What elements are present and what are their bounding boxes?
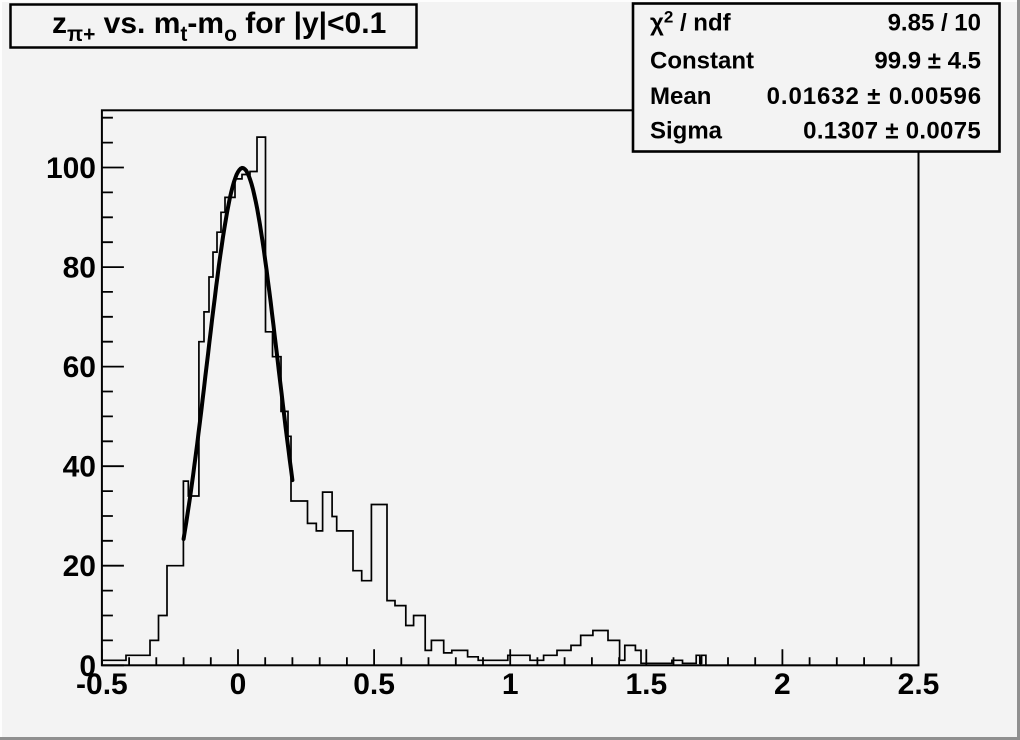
svg-text:zπ+ vs. mt-mo for |y|<0.1: zπ+ vs. mt-mo for |y|<0.1 — [52, 7, 386, 46]
svg-text:80: 80 — [63, 252, 96, 285]
svg-text:Constant: Constant — [650, 47, 754, 74]
svg-text:9.85 / 10: 9.85 / 10 — [888, 9, 981, 36]
svg-text:1.5: 1.5 — [625, 668, 667, 701]
svg-text:40: 40 — [63, 451, 96, 484]
svg-text:2: 2 — [774, 668, 791, 701]
svg-text:60: 60 — [63, 351, 96, 384]
svg-text:0.5: 0.5 — [353, 668, 395, 701]
svg-text:1: 1 — [502, 668, 519, 701]
svg-text:Sigma: Sigma — [650, 117, 723, 144]
svg-text:99.9 ± 4.5: 99.9 ± 4.5 — [874, 47, 981, 74]
svg-text:0: 0 — [230, 668, 247, 701]
svg-text:100: 100 — [46, 152, 96, 185]
svg-text:0.1307 ± 0.0075: 0.1307 ± 0.0075 — [803, 117, 981, 144]
svg-text:-0.5: -0.5 — [76, 668, 128, 701]
svg-text:χ2 / ndf: χ2 / ndf — [650, 7, 732, 36]
svg-text:0: 0 — [79, 650, 96, 683]
svg-text:2.5: 2.5 — [898, 668, 940, 701]
svg-text:Mean: Mean — [650, 83, 711, 110]
svg-text:0.01632 ± 0.00596: 0.01632 ± 0.00596 — [767, 83, 982, 110]
svg-text:20: 20 — [63, 550, 96, 583]
